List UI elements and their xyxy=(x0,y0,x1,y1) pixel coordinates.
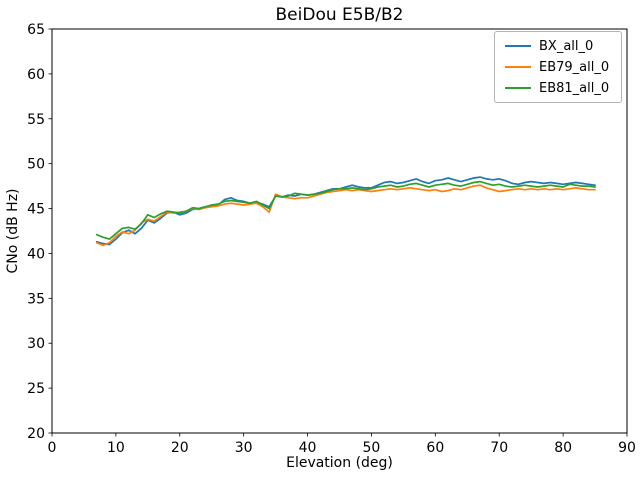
y-tick-label: 60 xyxy=(27,67,45,83)
y-tick-label: 55 xyxy=(27,112,45,128)
legend-line-sample xyxy=(505,87,531,89)
y-tick-label: 35 xyxy=(27,291,45,307)
y-axis-label: CNo (dB Hz) xyxy=(5,188,21,273)
y-tick-label: 30 xyxy=(27,336,45,352)
x-tick-label: 70 xyxy=(490,440,508,456)
series-lines xyxy=(95,176,596,247)
x-tick-label: 90 xyxy=(618,440,636,456)
legend-label: EB79_all_0 xyxy=(539,59,610,75)
x-tick-label: 0 xyxy=(48,440,57,456)
y-tick-label: 20 xyxy=(27,426,45,442)
series-line-EB79_all_0 xyxy=(95,184,596,247)
y-tick-label: 25 xyxy=(27,381,45,397)
axis-ticks: 0 10 20 30 40 50 60 70 80 90 20 25 30 35 40 45 50 55 60 65 xyxy=(27,22,636,456)
chart-title: BeiDou E5B/B2 xyxy=(276,5,404,25)
legend-label: BX_all_0 xyxy=(539,38,594,54)
legend: BX_all_0 EB79_all_0 EB81_all_0 xyxy=(494,31,622,103)
y-tick-label: 65 xyxy=(27,22,45,38)
x-tick-label: 10 xyxy=(107,440,125,456)
series-line-BX_all_0 xyxy=(95,176,596,246)
x-tick-label: 50 xyxy=(363,440,381,456)
x-tick-label: 20 xyxy=(171,440,189,456)
x-axis-label: Elevation (deg) xyxy=(286,455,393,471)
x-tick-label: 30 xyxy=(235,440,253,456)
x-tick-label: 60 xyxy=(426,440,444,456)
series-line-EB81_all_0 xyxy=(95,180,596,240)
x-tick-label: 80 xyxy=(554,440,572,456)
y-tick-label: 45 xyxy=(27,202,45,218)
plot-frame xyxy=(51,28,628,434)
x-tick-label: 40 xyxy=(299,440,317,456)
plot-border xyxy=(51,28,628,434)
legend-entry: EB81_all_0 xyxy=(505,80,612,96)
legend-line-sample xyxy=(505,45,531,47)
legend-label: EB81_all_0 xyxy=(539,80,610,96)
legend-entry: BX_all_0 xyxy=(505,38,612,54)
y-tick-label: 50 xyxy=(27,157,45,173)
legend-entry: EB79_all_0 xyxy=(505,59,612,75)
legend-line-sample xyxy=(505,66,531,68)
y-tick-label: 40 xyxy=(27,246,45,262)
